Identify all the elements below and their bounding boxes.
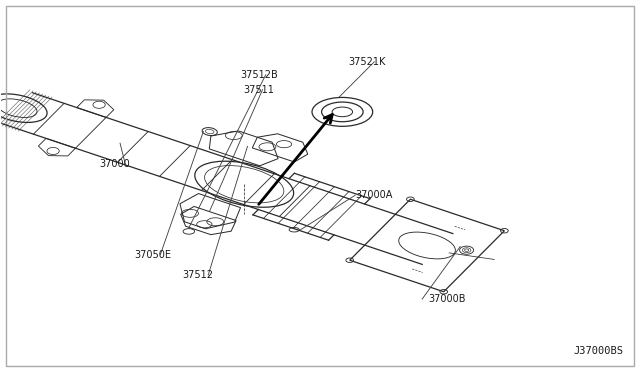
Text: J37000BS: J37000BS [573,346,623,356]
Text: 37512B: 37512B [240,70,278,80]
Text: 37521K: 37521K [349,57,386,67]
Text: 37000: 37000 [100,159,131,169]
Text: 37000A: 37000A [355,190,392,200]
Text: 37512: 37512 [182,270,214,280]
Text: 37000B: 37000B [429,294,466,304]
Text: 37511: 37511 [243,85,275,94]
Text: 37050E: 37050E [135,250,172,260]
